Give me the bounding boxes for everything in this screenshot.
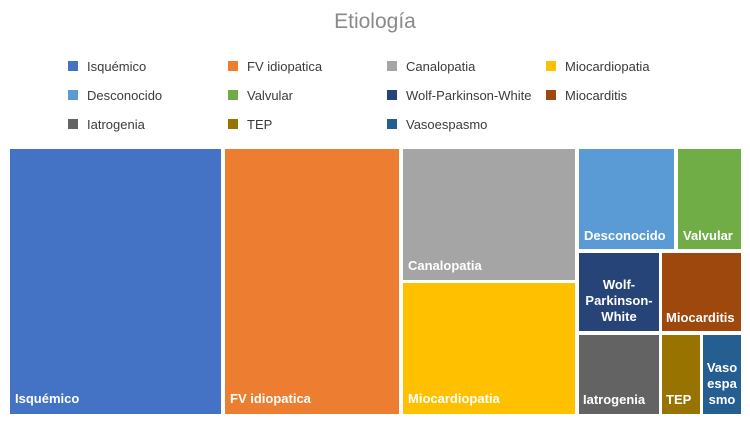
legend-swatch <box>546 61 556 71</box>
treemap-tile-label: Miocardiopatia <box>408 391 500 406</box>
legend-swatch <box>546 90 556 100</box>
treemap-tile-iatrogenia: Iatrogenia <box>579 335 659 414</box>
legend-label: FV idiopatica <box>247 58 323 74</box>
treemap-tile-isquemico: Isquémico <box>10 149 221 414</box>
treemap-tile-label: Iatrogenia <box>583 392 646 407</box>
legend-item-iatrogenia: Iatrogenia <box>68 115 145 133</box>
legend-swatch <box>68 119 78 129</box>
treemap-tile-label: Valvular <box>683 228 733 243</box>
treemap-tile-label: TEP <box>666 392 692 407</box>
treemap-tile-label: Canalopatia <box>408 258 482 273</box>
chart-title: Etiología <box>334 10 416 33</box>
legend-swatch <box>228 61 238 71</box>
legend-swatch <box>387 119 397 129</box>
treemap-tile-vasoespasmo: Vaso espa smo <box>703 335 741 414</box>
legend-label: Wolf-Parkinson-White <box>406 87 532 103</box>
legend-label: Vasoespasmo <box>406 116 488 132</box>
treemap-tile-label: FV idiopatica <box>230 391 311 406</box>
legend-label: Iatrogenia <box>87 116 145 132</box>
legend-item-isquemico: Isquémico <box>68 57 146 75</box>
legend-item-canalopatia: Canalopatia <box>387 57 475 75</box>
legend-swatch <box>228 90 238 100</box>
legend-swatch <box>68 90 78 100</box>
treemap-tile-miocarditis: Miocarditis <box>662 253 741 331</box>
legend-item-wolf-parkinson-white: Wolf-Parkinson-White <box>387 86 531 104</box>
legend-item-miocardiopatia: Miocardiopatia <box>546 57 650 75</box>
treemap-tile-label: Vaso espa smo <box>706 360 738 407</box>
legend-swatch <box>68 61 78 71</box>
legend-label: Miocarditis <box>565 87 628 103</box>
treemap-tile-canalopatia: Canalopatia <box>403 149 575 280</box>
legend-swatch <box>387 90 397 100</box>
legend-item-fv-idiopatica: FV idiopatica <box>228 57 322 75</box>
legend-label: Valvular <box>247 87 294 103</box>
legend-item-valvular: Valvular <box>228 86 293 104</box>
legend-swatch <box>228 119 238 129</box>
treemap-tile-fv-idiopatica: FV idiopatica <box>225 149 399 414</box>
treemap-tile-label: Miocarditis <box>666 310 735 325</box>
legend-item-miocarditis: Miocarditis <box>546 86 627 104</box>
treemap-tile-wolf-parkinson-white: Wolf- Parkinson- White <box>579 253 659 331</box>
legend-item-desconocido: Desconocido <box>68 86 162 104</box>
treemap-tile-miocardiopatia: Miocardiopatia <box>403 283 575 414</box>
legend-swatch <box>387 61 397 71</box>
legend-label: Isquémico <box>87 58 147 74</box>
treemap-tile-label: Isquémico <box>15 391 80 406</box>
legend-item-tep: TEP <box>228 115 272 133</box>
treemap-tile-tep: TEP <box>662 335 700 414</box>
legend-label: TEP <box>247 116 273 132</box>
legend-label: Canalopatia <box>406 58 476 74</box>
legend-label: Desconocido <box>87 87 163 103</box>
legend-label: Miocardiopatia <box>565 58 650 74</box>
treemap-tile-label: Wolf- Parkinson- White <box>585 277 653 324</box>
legend-item-vasoespasmo: Vasoespasmo <box>387 115 487 133</box>
treemap-tile-valvular: Valvular <box>678 149 741 249</box>
treemap-tile-desconocido: Desconocido <box>579 149 674 249</box>
treemap-tile-label: Desconocido <box>584 228 666 243</box>
